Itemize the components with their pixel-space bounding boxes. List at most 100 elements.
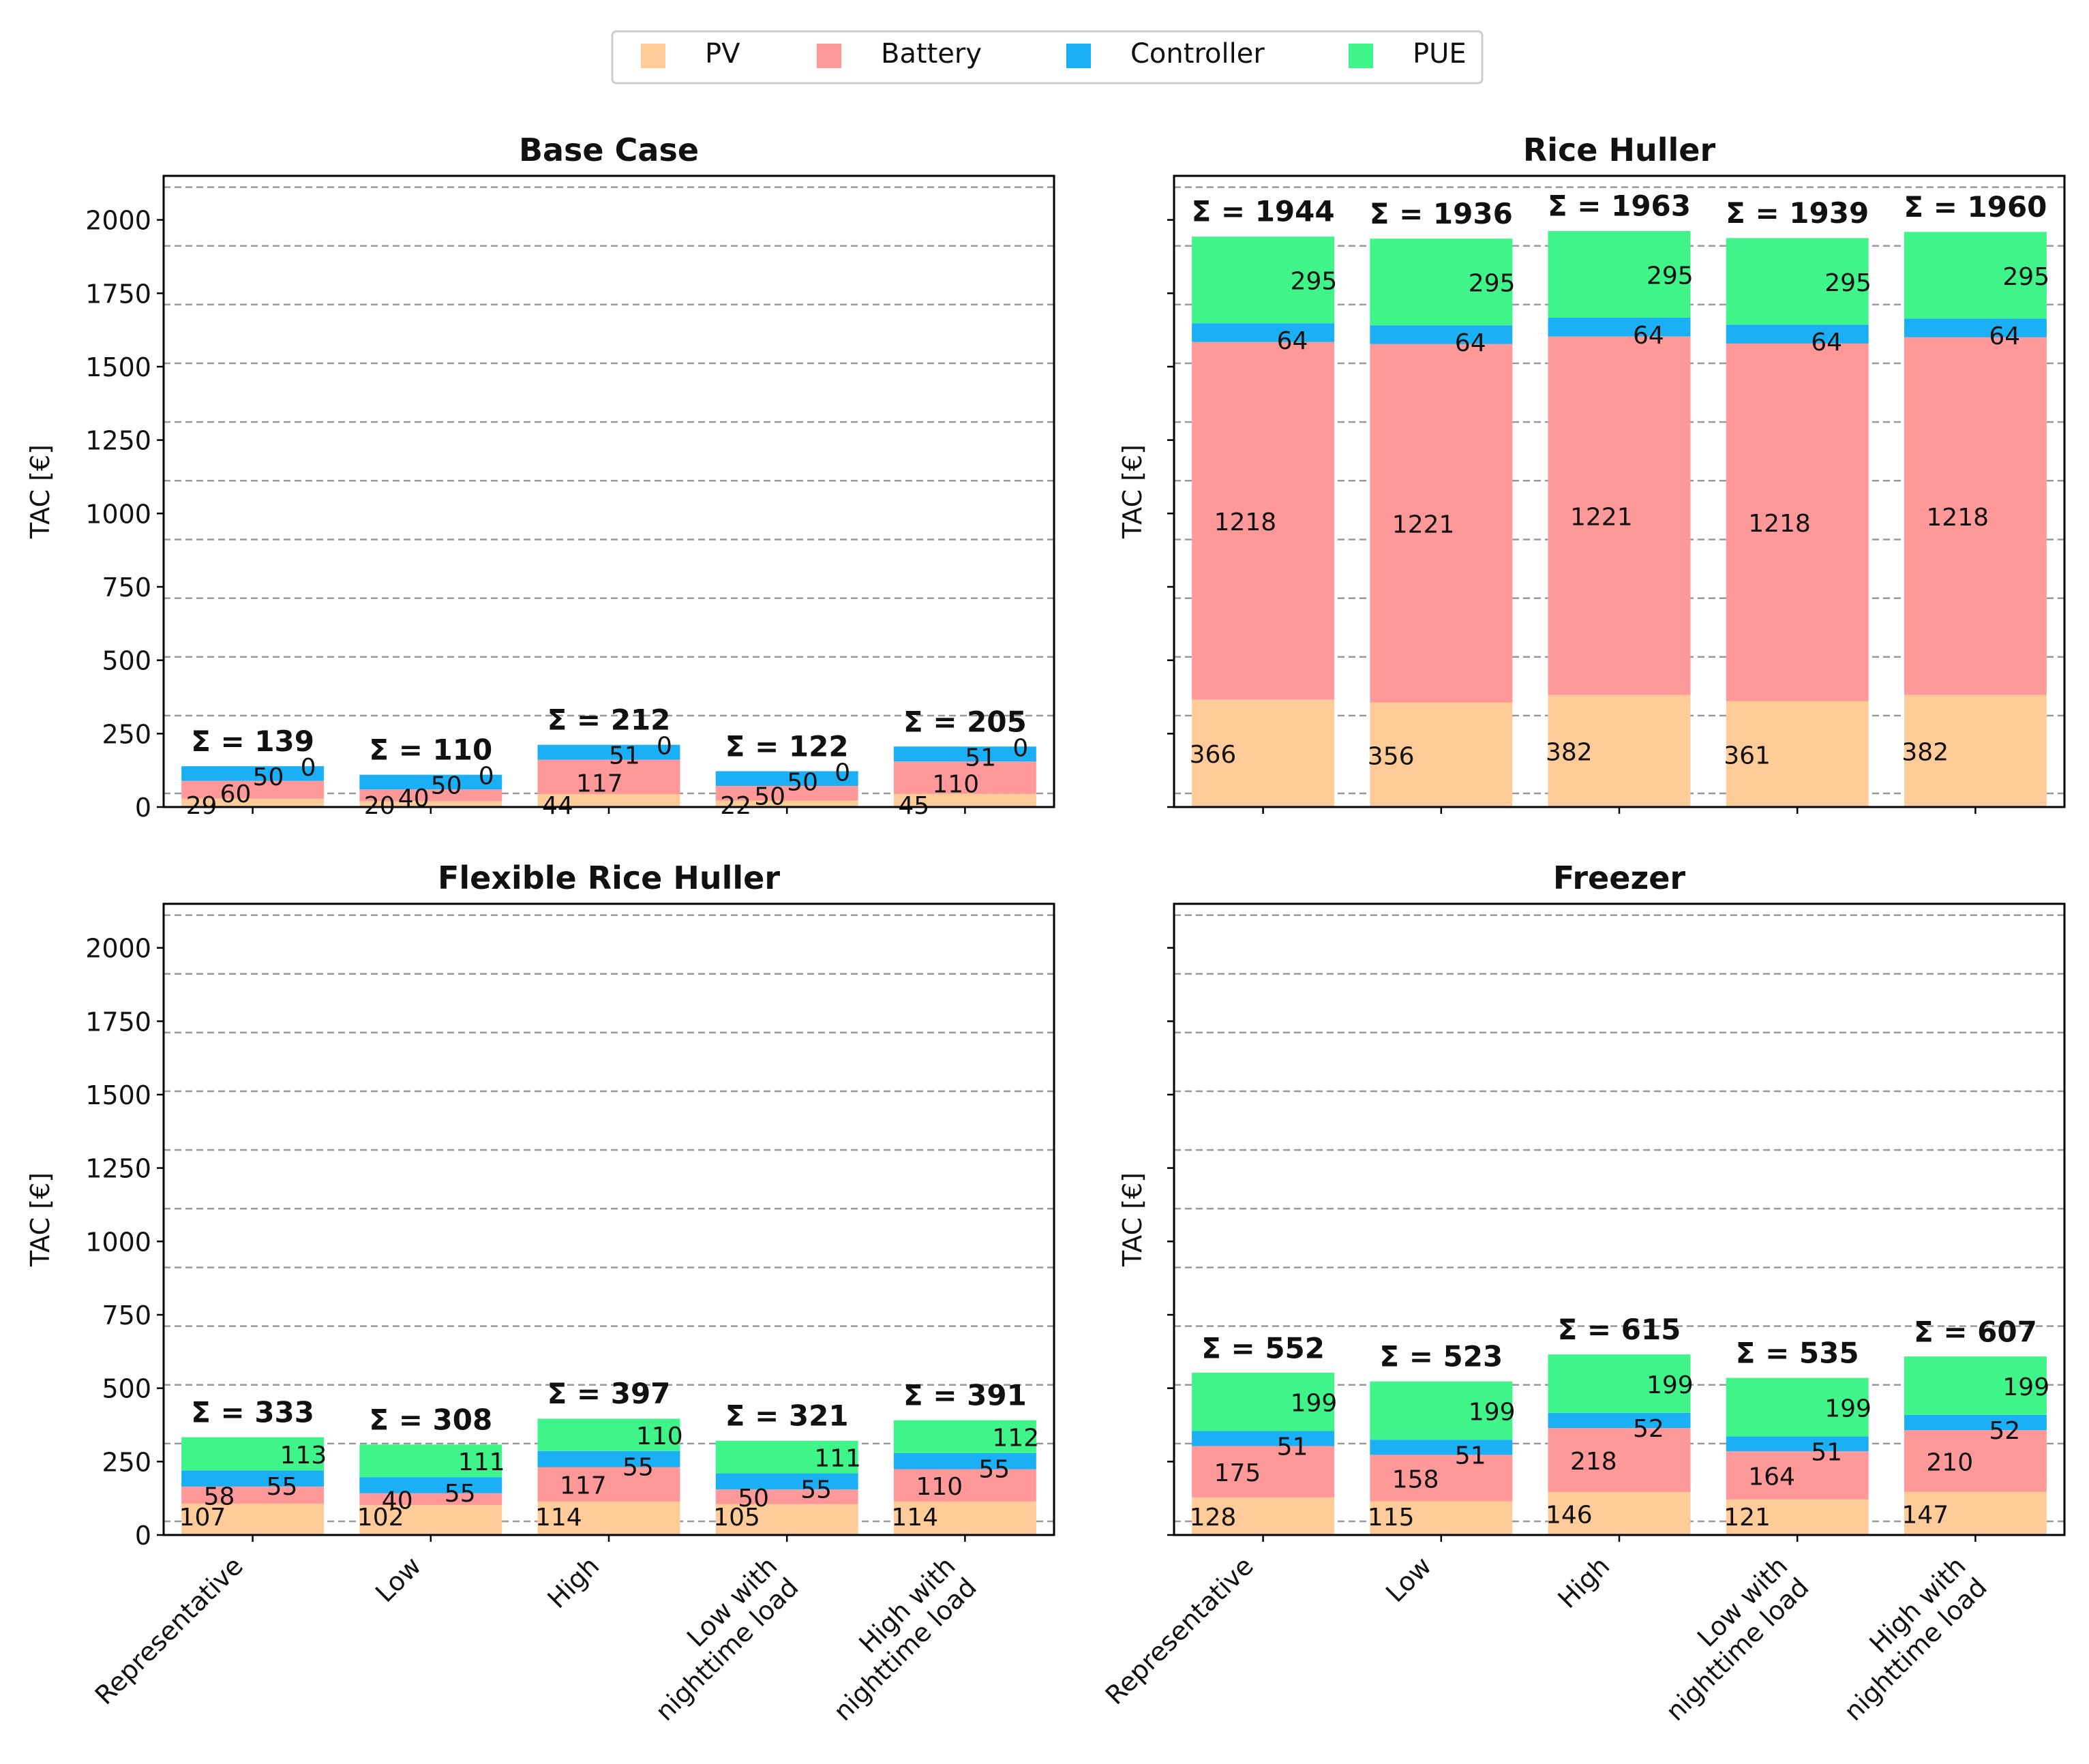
bar-segment-pv bbox=[1726, 701, 1869, 807]
bar-segment-battery bbox=[1726, 1451, 1869, 1500]
total-label: Σ = 321 bbox=[725, 1399, 849, 1433]
y-tick-label: 1500 bbox=[85, 1080, 151, 1110]
data-label-battery: 1218 bbox=[1214, 508, 1277, 536]
bar-segment-battery bbox=[715, 785, 858, 801]
y-tick-label: 250 bbox=[102, 719, 151, 749]
data-label-battery: 110 bbox=[916, 1473, 963, 1501]
plot-frame bbox=[162, 174, 1055, 808]
bar-segment-pv bbox=[893, 1501, 1036, 1535]
total-label: Σ = 110 bbox=[369, 733, 492, 767]
y-tick-label: 500 bbox=[102, 1374, 151, 1404]
total-label: Σ = 391 bbox=[903, 1379, 1027, 1412]
bar-segment-controller bbox=[715, 771, 858, 786]
data-label-controller: 50 bbox=[253, 763, 284, 791]
bar-segment-battery bbox=[1548, 1428, 1691, 1493]
y-tick-label: 750 bbox=[102, 1301, 151, 1330]
bar-segment-pv bbox=[181, 798, 325, 807]
data-label-pv: 356 bbox=[1368, 742, 1415, 770]
panel-rice-huller: Rice Huller TAC [€] 366 1218 64 295 Σ = 1944 35… bbox=[1117, 132, 2066, 814]
data-label-battery: 1221 bbox=[1570, 504, 1633, 532]
data-label-battery: 1218 bbox=[1926, 504, 1989, 532]
data-label-battery: 164 bbox=[1748, 1463, 1795, 1491]
data-label-pue: 0 bbox=[301, 754, 316, 782]
data-label-controller: 55 bbox=[800, 1476, 832, 1504]
bar-segment-pue bbox=[1370, 239, 1513, 326]
bar-segment-battery bbox=[893, 1469, 1036, 1502]
legend-swatch-controller bbox=[1066, 44, 1091, 68]
data-label-pue: 295 bbox=[1291, 268, 1338, 296]
data-label-pue: 199 bbox=[2002, 1373, 2049, 1401]
total-label: Σ = 523 bbox=[1379, 1340, 1503, 1373]
data-label-pv: 361 bbox=[1724, 742, 1771, 770]
total-label: Σ = 552 bbox=[1201, 1331, 1325, 1365]
bar-segment-pue bbox=[181, 1437, 325, 1471]
bar-segment-pv bbox=[537, 794, 680, 807]
data-label-controller: 64 bbox=[1277, 327, 1308, 355]
bar-segment-controller bbox=[715, 1473, 858, 1490]
total-label: Σ = 1960 bbox=[1904, 190, 2047, 224]
total-label: Σ = 205 bbox=[903, 705, 1027, 739]
data-label-pv: 114 bbox=[535, 1504, 582, 1532]
y-tick-label: 500 bbox=[102, 646, 151, 676]
y-axis-label: TAC [€] bbox=[25, 444, 55, 539]
bar-segment-battery bbox=[893, 761, 1036, 794]
total-label: Σ = 308 bbox=[369, 1403, 492, 1436]
data-label-battery: 58 bbox=[204, 1482, 235, 1510]
y-tick-label: 1250 bbox=[85, 426, 151, 456]
bar-segment-battery bbox=[1370, 344, 1513, 703]
bar-segment-controller bbox=[537, 1450, 680, 1468]
y-tick-label: 1500 bbox=[85, 352, 151, 382]
data-label-battery: 50 bbox=[738, 1485, 769, 1512]
y-tick-label: 2000 bbox=[85, 934, 151, 964]
data-label-controller: 64 bbox=[1455, 329, 1486, 357]
data-label-pue: 0 bbox=[657, 733, 672, 761]
data-label-pue: 0 bbox=[835, 759, 850, 787]
data-label-controller: 52 bbox=[1989, 1417, 2020, 1445]
data-label-pue: 111 bbox=[458, 1448, 505, 1476]
bar-segment-controller bbox=[1904, 1414, 2047, 1431]
total-label: Σ = 1939 bbox=[1726, 196, 1869, 230]
bar-segment-controller bbox=[1548, 318, 1691, 337]
data-label-pv: 147 bbox=[1902, 1501, 1949, 1529]
bar-segment-pv bbox=[1726, 1499, 1869, 1535]
bar-segment-pv bbox=[1548, 695, 1691, 807]
bar-segment-pv bbox=[1370, 1501, 1513, 1535]
data-label-battery: 110 bbox=[932, 771, 979, 799]
y-tick-label: 0 bbox=[135, 1521, 151, 1551]
y-tick-label: 2000 bbox=[85, 206, 151, 236]
panel-title: Rice Huller bbox=[1523, 132, 1716, 168]
data-label-pv: 382 bbox=[1546, 739, 1593, 767]
bar-segment-pv bbox=[1192, 699, 1335, 807]
data-label-battery: 40 bbox=[398, 785, 430, 812]
bar-segment-battery bbox=[1904, 337, 2047, 695]
total-label: Σ = 333 bbox=[191, 1396, 314, 1429]
bar-segment-pv bbox=[893, 793, 1036, 807]
data-label-pv: 146 bbox=[1546, 1502, 1593, 1530]
bar-segment-battery bbox=[1370, 1455, 1513, 1502]
bar-segment-controller bbox=[359, 774, 502, 790]
data-label-controller: 51 bbox=[1277, 1433, 1308, 1461]
bar-segment-controller bbox=[181, 766, 325, 781]
data-label-pue: 199 bbox=[1824, 1395, 1872, 1423]
bar-segment-pv bbox=[1192, 1497, 1335, 1535]
data-label-controller: 51 bbox=[1455, 1442, 1486, 1470]
data-label-pue: 0 bbox=[1012, 734, 1028, 762]
data-label-pue: 111 bbox=[814, 1445, 861, 1473]
data-label-pue: 199 bbox=[1469, 1399, 1516, 1427]
total-label: Σ = 139 bbox=[191, 725, 314, 758]
total-label: Σ = 615 bbox=[1558, 1313, 1681, 1346]
bar-segment-pv bbox=[1370, 702, 1513, 807]
legend-swatch-pue bbox=[1349, 44, 1373, 68]
y-axis-label: TAC [€] bbox=[25, 1172, 55, 1267]
bar-segment-pue bbox=[1904, 1356, 2047, 1415]
bar-segment-pue bbox=[1726, 1378, 1869, 1437]
legend-label-controller: Controller bbox=[1130, 38, 1265, 70]
bar-segment-controller bbox=[1904, 318, 2047, 337]
bar-segment-pv bbox=[715, 1504, 858, 1535]
bar-segment-controller bbox=[1726, 324, 1869, 344]
data-label-pv: 382 bbox=[1902, 739, 1949, 767]
bar-segment-pv bbox=[359, 1505, 502, 1535]
bar-segment-pue bbox=[893, 1420, 1036, 1453]
bar-segment-pv bbox=[181, 1503, 325, 1535]
y-tick-label: 1750 bbox=[85, 279, 151, 309]
